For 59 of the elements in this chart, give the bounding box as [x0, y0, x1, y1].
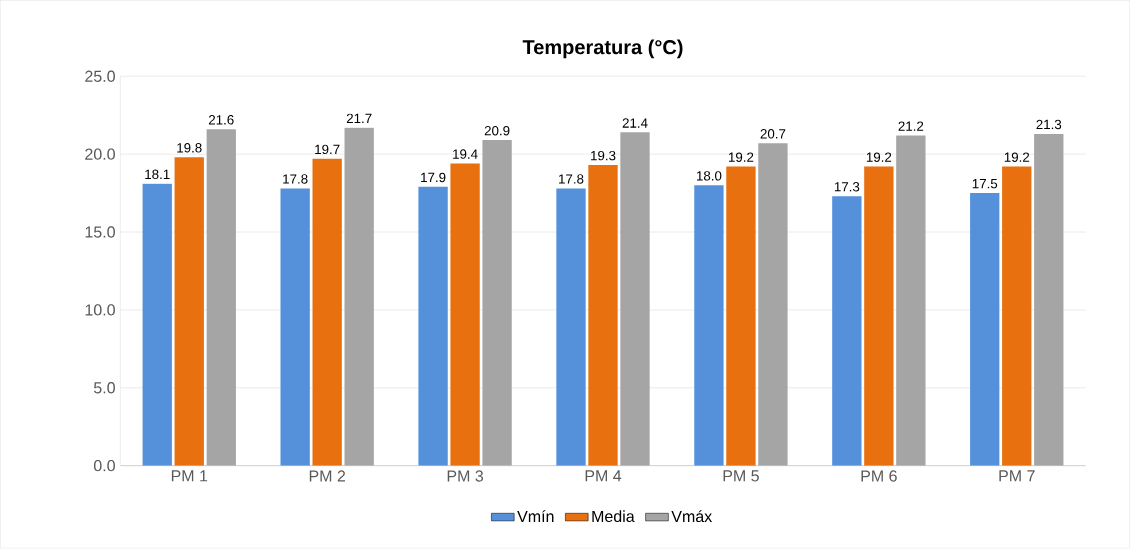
x-tick-label: PM 4: [585, 470, 622, 482]
data-label: 21.7: [346, 113, 372, 124]
x-tick-label: PM 2: [309, 470, 346, 482]
bar: [556, 188, 586, 466]
data-label: 17.8: [283, 174, 308, 184]
data-label: 20.7: [760, 129, 786, 139]
data-label: 19.2: [1004, 152, 1030, 163]
legend-label: Media: [592, 510, 635, 523]
bar: [758, 143, 788, 466]
bar: [832, 196, 862, 466]
data-label: 19.4: [453, 149, 478, 159]
bar: [694, 185, 724, 466]
chart-title: Temperatura (°C): [522, 39, 683, 59]
bar: [450, 163, 480, 466]
bar: [588, 165, 618, 466]
bar: [280, 188, 310, 466]
bar: [142, 183, 172, 466]
data-label: 18.1: [145, 169, 170, 180]
x-tick-label: PM 3: [447, 470, 484, 482]
y-tick-label: 5.0: [93, 382, 115, 394]
bar: [1002, 166, 1032, 466]
data-label: 21.4: [622, 118, 648, 128]
bar: [312, 159, 342, 466]
data-label: 17.9: [421, 172, 446, 183]
bar: [174, 157, 204, 466]
data-label: 19.2: [866, 152, 892, 163]
bar: [418, 187, 448, 466]
data-label: 17.5: [972, 179, 998, 189]
bar: [1034, 134, 1064, 466]
bar: [206, 129, 236, 466]
data-label: 20.9: [484, 126, 510, 136]
data-label: 21.3: [1036, 119, 1062, 130]
bar: [896, 135, 926, 466]
y-tick-label: 0.0: [93, 460, 115, 472]
legend-label: Vmáx: [671, 510, 713, 523]
x-tick-label: PM 5: [723, 470, 759, 482]
y-tick-label: 15.0: [85, 226, 115, 238]
x-tick-label: PM 6: [861, 470, 897, 482]
data-label: 19.8: [177, 143, 202, 153]
data-label: 21.6: [208, 115, 234, 125]
y-tick-label: 20.0: [85, 148, 115, 160]
bar: [970, 193, 1000, 466]
data-label: 17.3: [834, 182, 860, 192]
bar: [482, 140, 512, 466]
data-label: 17.8: [559, 174, 584, 184]
data-label: 21.2: [898, 121, 924, 131]
y-tick-label: 25.0: [85, 70, 115, 83]
data-label: 19.3: [591, 151, 616, 161]
data-label: 19.2: [728, 152, 754, 163]
y-tick-label: 10.0: [85, 304, 115, 316]
bar: [620, 132, 650, 466]
data-label: 19.7: [315, 144, 340, 155]
data-label: 18.0: [696, 171, 722, 181]
legend-label: Vmín: [517, 510, 554, 523]
bar: [344, 127, 374, 466]
x-tick-label: PM 7: [999, 470, 1035, 482]
bar: [726, 166, 756, 466]
x-tick-label: PM 1: [171, 470, 208, 482]
bar: [864, 166, 894, 466]
